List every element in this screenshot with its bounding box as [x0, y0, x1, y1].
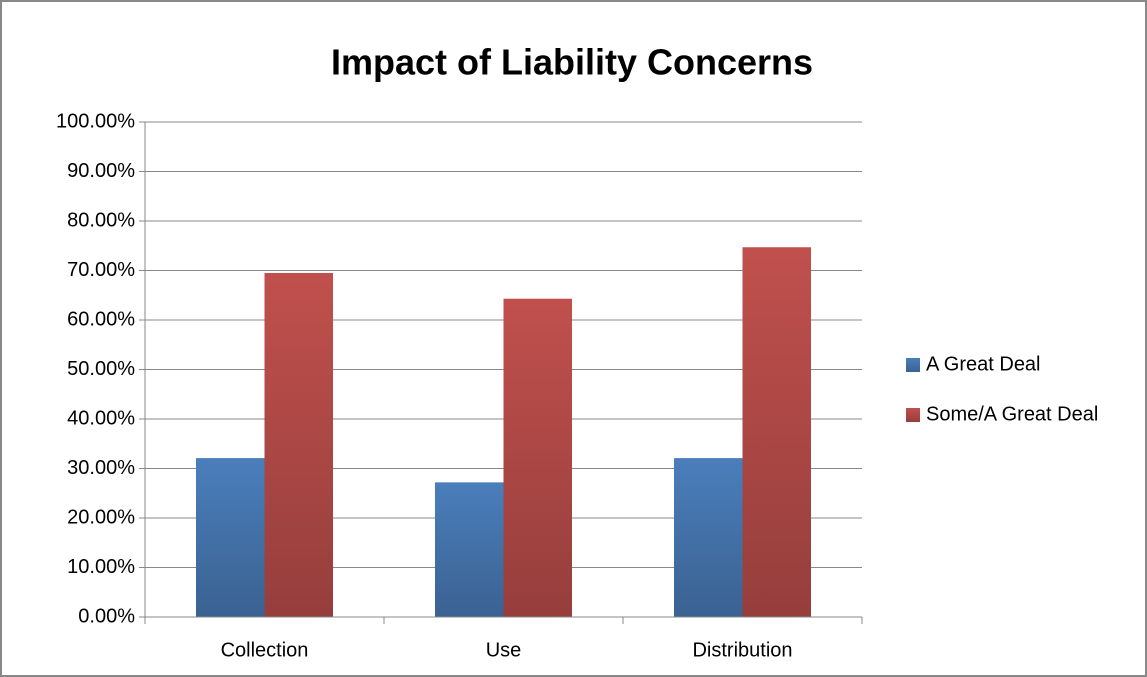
y-tick-label: 60.00%: [67, 308, 135, 330]
y-tick-label: 90.00%: [67, 160, 135, 182]
y-tick-label: 50.00%: [67, 358, 135, 380]
bar: [264, 272, 333, 617]
legend-swatch: [906, 358, 920, 372]
bar: [503, 298, 572, 617]
y-tick-label: 70.00%: [67, 259, 135, 281]
bar: [674, 458, 743, 617]
bar: [435, 482, 504, 617]
legend-swatch: [906, 408, 920, 422]
chart-title: Impact of Liability Concerns: [331, 42, 813, 83]
y-tick-label: 0.00%: [78, 605, 135, 627]
y-tick-label: 30.00%: [67, 457, 135, 479]
y-tick-label: 100.00%: [56, 110, 135, 132]
x-tick-label: Use: [486, 639, 522, 661]
y-tick-label: 80.00%: [67, 209, 135, 231]
legend-label: A Great Deal: [926, 353, 1041, 375]
y-tick-label: 20.00%: [67, 506, 135, 528]
y-tick-label: 10.00%: [67, 556, 135, 578]
legend-label: Some/A Great Deal: [926, 403, 1098, 425]
bar: [196, 458, 265, 617]
y-tick-label: 40.00%: [67, 407, 135, 429]
x-tick-label: Distribution: [692, 639, 792, 661]
x-tick-label: Collection: [221, 639, 309, 661]
bar: [742, 247, 811, 618]
